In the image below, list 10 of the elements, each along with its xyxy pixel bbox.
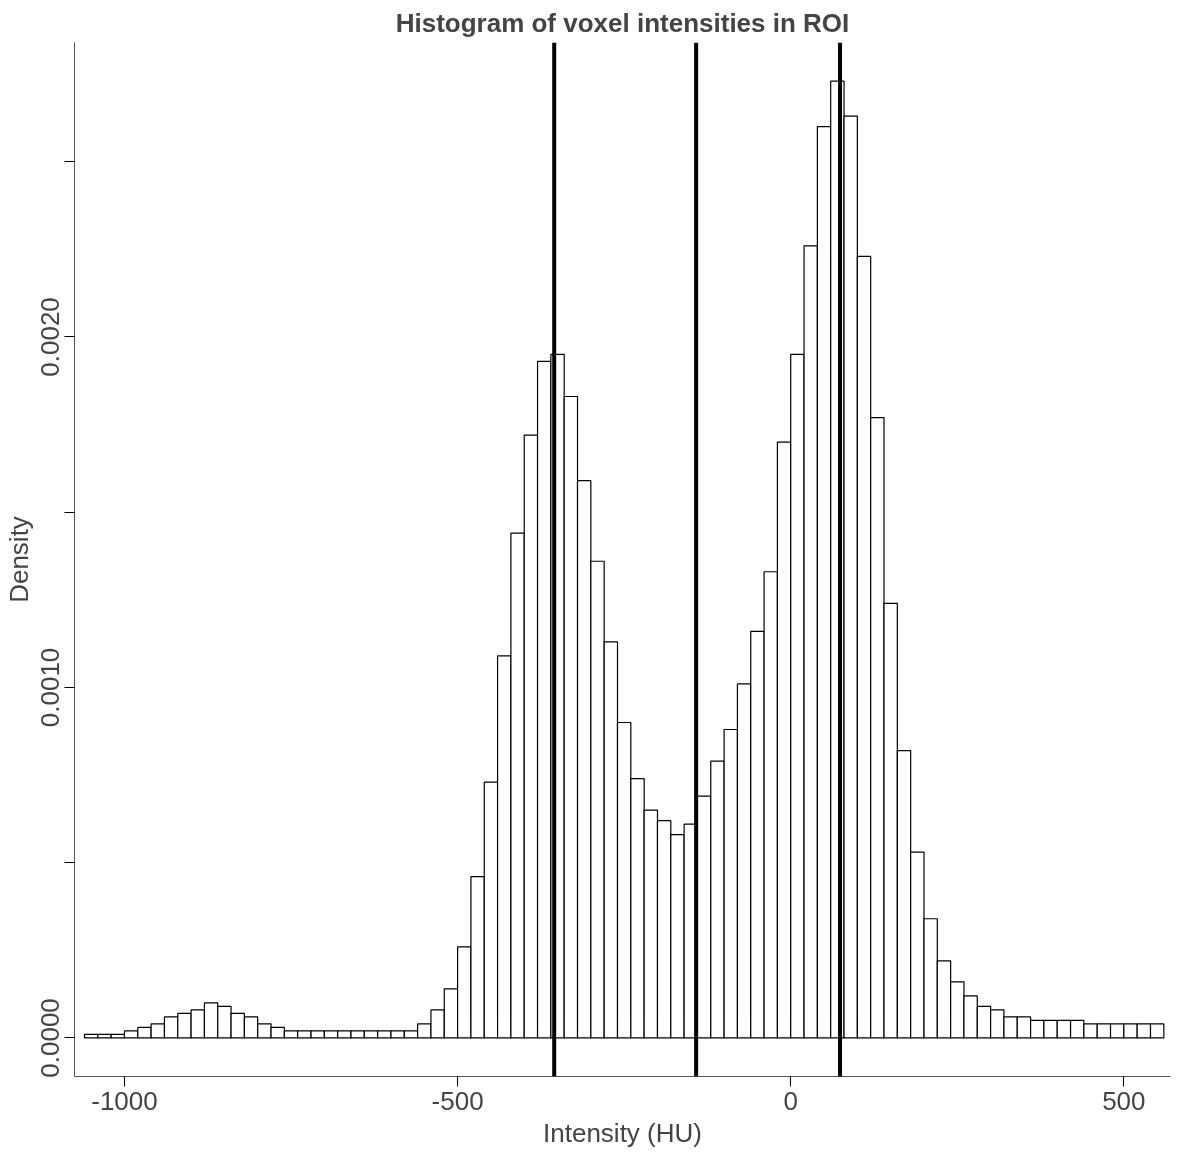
- x-tick-label: -1000: [91, 1085, 158, 1116]
- x-tick-label: 0: [783, 1085, 798, 1116]
- y-tick-label: 0.0020: [35, 297, 66, 377]
- y-tick-label: 0.0010: [35, 647, 66, 728]
- x-tick-label: 500: [1102, 1085, 1146, 1116]
- y-axis-title: Density: [3, 516, 34, 603]
- x-tick-label: -500: [431, 1085, 484, 1116]
- x-axis-title: Intensity (HU): [543, 1117, 702, 1148]
- chart-title: Histogram of voxel intensities in ROI: [395, 7, 850, 38]
- y-tick-label: 0.0000: [35, 998, 66, 1078]
